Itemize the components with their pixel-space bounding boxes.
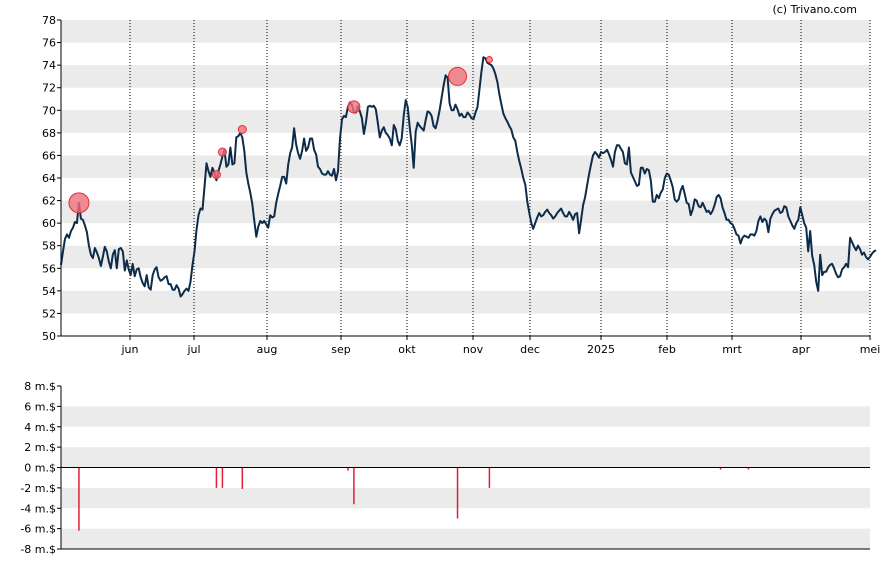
price-y-tick-label: 56 (42, 262, 56, 275)
trade-marker (237, 124, 247, 134)
volume-band (61, 447, 870, 468)
volume-bar (347, 467, 349, 471)
volume-bar (747, 467, 750, 470)
volume-y-tick-labels: -8 m.$ -6 m.$ -4 m.$ -2 m.$ 0 m.$ 2 m.$ 4 m.$ 6… (20, 380, 56, 556)
price-y-tick-label: 50 (42, 330, 56, 343)
x-tick-label: jul (186, 343, 200, 356)
axes (57, 19, 871, 550)
volume-y-tick-label: -6 m.$ (20, 523, 56, 536)
volume-bar (215, 467, 218, 488)
x-tick-label: feb (658, 343, 676, 356)
x-tick-label: apr (792, 343, 811, 356)
price-band (61, 290, 870, 314)
trade-marker (485, 56, 493, 63)
x-tick-label: sep (331, 343, 350, 356)
x-tick-label: mrt (722, 343, 742, 356)
volume-bar (241, 467, 244, 489)
volume-y-tick-label: 6 m.$ (24, 400, 56, 413)
x-tick-label: mei (860, 343, 881, 356)
price-band (61, 200, 870, 224)
volume-y-tick-label: -8 m.$ (20, 543, 56, 556)
price-grid-bands (61, 20, 870, 314)
trade-marker (347, 100, 361, 114)
volume-bar (488, 467, 491, 488)
volume-bar (221, 467, 224, 488)
price-y-tick-label: 66 (42, 149, 56, 162)
price-y-tick-label: 78 (42, 14, 56, 27)
price-line (60, 56, 877, 298)
volume-y-tick-label: -2 m.$ (20, 482, 56, 495)
x-tick-label: 2025 (587, 343, 615, 356)
price-y-tick-label: 68 (42, 127, 56, 140)
x-tick-label: nov (463, 343, 484, 356)
trade-marker (448, 66, 468, 86)
price-y-tick-label: 76 (42, 37, 56, 50)
price-y-tick-label: 74 (42, 59, 56, 72)
volume-y-tick-label: 8 m.$ (24, 380, 56, 393)
x-tick-label: jun (121, 343, 139, 356)
price-y-tick-label: 62 (42, 195, 56, 208)
volume-y-tick-label: -4 m.$ (20, 502, 56, 515)
volume-band (61, 487, 870, 509)
volume-bar (353, 467, 355, 505)
trade-marker (211, 170, 221, 180)
price-y-tick-label: 54 (42, 285, 56, 298)
trade-markers (68, 56, 493, 214)
x-tick-label: aug (257, 343, 278, 356)
price-y-tick-label: 70 (42, 104, 56, 117)
volume-grid-bands (61, 406, 870, 549)
x-tick-label: okt (398, 343, 416, 356)
price-y-tick-label: 52 (42, 307, 56, 320)
price-band (61, 155, 870, 178)
price-band (61, 20, 870, 43)
volume-band (61, 528, 870, 549)
x-tick-label: dec (520, 343, 540, 356)
x-tick-labels: jun jul aug sep okt nov dec 2025 feb mrt apr mei (121, 343, 881, 356)
price-y-tick-label: 58 (42, 240, 56, 253)
volume-bars (78, 467, 750, 531)
watermark-text: (c) Trivano.com (772, 3, 857, 16)
price-band (61, 245, 870, 269)
volume-y-tick-label: 0 m.$ (24, 462, 56, 475)
volume-y-tick-label: 4 m.$ (24, 421, 56, 434)
price-y-tick-labels: 50 52 54 56 58 60 62 64 66 68 70 72 74 76 78 (42, 14, 56, 343)
volume-y-tick-label: 2 m.$ (24, 441, 56, 454)
price-y-tick-label: 72 (42, 82, 56, 95)
trade-marker (68, 192, 90, 214)
price-y-tick-label: 64 (42, 172, 56, 185)
volume-band (61, 406, 870, 427)
price-band (61, 110, 870, 133)
volume-bar (456, 467, 459, 519)
price-y-tick-label: 60 (42, 217, 56, 230)
volume-bar (719, 467, 722, 470)
trade-marker (217, 147, 227, 157)
volume-bar (78, 467, 80, 531)
